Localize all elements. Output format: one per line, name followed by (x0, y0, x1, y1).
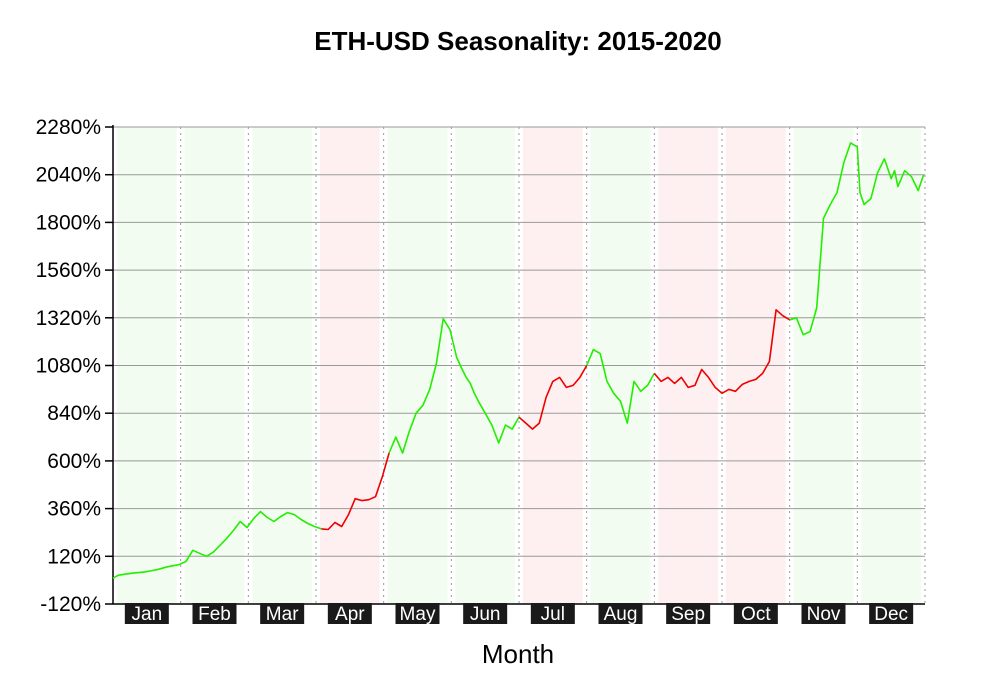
month-label-oct: Oct (741, 604, 771, 625)
month-label-bg-jul (530, 603, 575, 624)
y-tick-label: 120% (47, 545, 101, 568)
month-label-bg-aug (598, 603, 643, 624)
y-tick-label: 1320% (36, 307, 101, 330)
month-label-bg-mar (260, 603, 305, 624)
month-label-jul: Jul (541, 604, 565, 625)
month-label-bg-jan (124, 603, 169, 624)
series-line-up (112, 510, 322, 579)
month-label-jun: Jun (470, 604, 501, 625)
series-line-up (585, 348, 655, 424)
series-line-up (388, 318, 520, 454)
series-line-up (789, 142, 925, 336)
month-label-bg-jun (463, 603, 508, 624)
month-labels: Jan Feb Mar Apr May Jun Jul Aug Sep Oct Nov Dec (124, 603, 914, 625)
month-label-aug: Aug (604, 604, 638, 625)
y-axis-ticks: -120% 120% 360% 600% 840% 1080% 1320% 1560% 1800… (36, 116, 113, 616)
month-label-bg-may (395, 603, 440, 624)
y-tick-label: 2040% (36, 164, 101, 187)
chart-title: ETH-USD Seasonality: 2015-2020 (314, 26, 722, 56)
month-label-bg-dec (869, 603, 914, 624)
month-label-mar: Mar (266, 604, 299, 625)
y-tick-label: 2280% (36, 116, 101, 139)
y-tick-label: 1800% (36, 211, 101, 234)
y-tick-label: 360% (47, 498, 101, 521)
y-tick-label: -120% (40, 593, 101, 616)
month-label-bg-apr (327, 603, 372, 624)
month-label-dec: Dec (874, 604, 908, 625)
month-label-feb: Feb (198, 604, 231, 625)
y-tick-label: 1560% (36, 259, 101, 282)
month-label-jan: Jan (132, 604, 163, 625)
month-label-nov: Nov (807, 604, 841, 625)
month-label-may: May (400, 604, 436, 625)
series-lines (112, 142, 925, 579)
series-line-down (321, 452, 390, 531)
month-label-bg-feb (192, 603, 237, 624)
month-label-bg-sep (666, 603, 711, 624)
y-tick-label: 600% (47, 450, 101, 473)
series-line-down (518, 365, 588, 430)
y-tick-label: 1080% (36, 355, 101, 378)
x-axis-label: Month (482, 639, 554, 669)
series-line-down (653, 309, 791, 395)
month-label-bg-oct (733, 603, 778, 624)
month-label-bg-nov (801, 603, 846, 624)
y-tick-label: 840% (47, 402, 101, 425)
month-label-sep: Sep (671, 604, 705, 625)
month-label-apr: Apr (335, 604, 365, 625)
axes (112, 125, 925, 605)
